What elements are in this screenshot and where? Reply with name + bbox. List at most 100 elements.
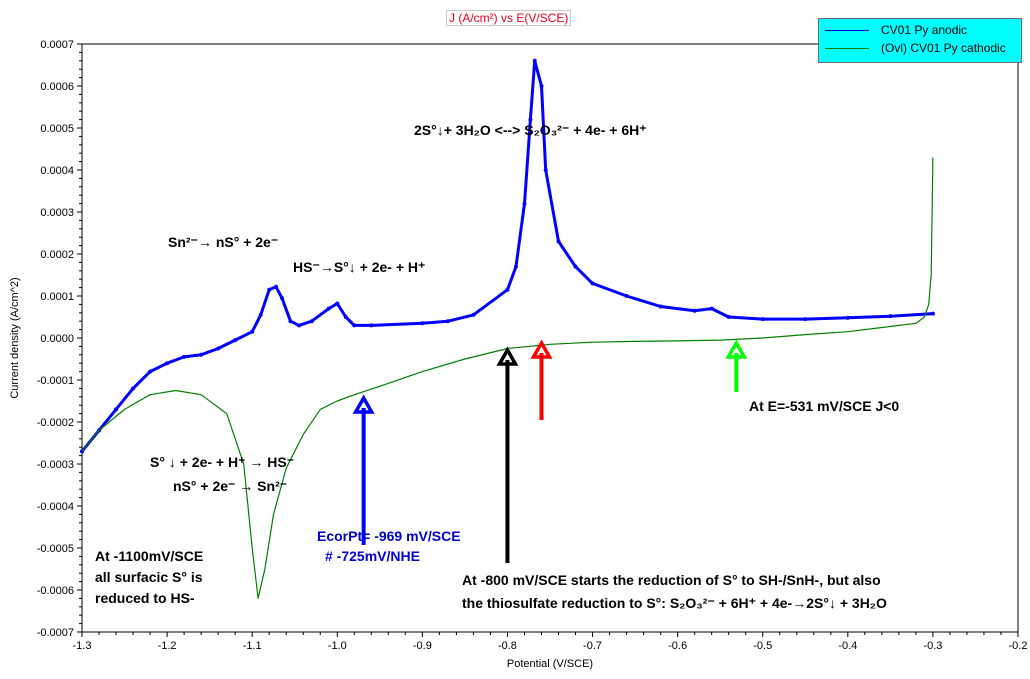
x-tick-label: -0.4 xyxy=(838,640,857,652)
x-axis-label: Potential (V/SCE) xyxy=(507,658,593,670)
data-point-anodic xyxy=(148,369,153,374)
data-point-anodic xyxy=(369,323,374,328)
legend: CV01 Py anodic (Ovl) CV01 Py cathodic xyxy=(818,18,1022,63)
data-point-anodic xyxy=(445,319,450,324)
arrow-head xyxy=(352,394,375,414)
y-tick-label: -0.0004 xyxy=(37,501,74,513)
series-layer xyxy=(80,58,935,599)
annotation-ecorr-line1: EcorPt= -969 mV/SCE xyxy=(317,528,461,544)
annotation-at800-line2: the thiosulfate reduction to S°: S₂O₃²⁻ … xyxy=(462,595,887,611)
data-point-anodic xyxy=(326,306,331,311)
y-tick-label: 0.0005 xyxy=(40,123,74,135)
annotation-reaction-polysulfide: Sn²⁻→ nS° + 2e⁻ xyxy=(168,234,278,250)
annotation-reaction-hs: HS⁻→S°↓ + 2e- + H⁺ xyxy=(293,259,425,275)
annotation-at800-line1: At -800 mV/SCE starts the reduction of S… xyxy=(462,572,881,588)
data-point-anodic xyxy=(803,317,808,322)
x-tick-label: -0.2 xyxy=(1009,640,1028,652)
legend-entry-cathodic: (Ovl) CV01 Py cathodic xyxy=(819,39,1021,57)
annotation-reaction-thiosulfate: 2S°↓+ 3H₂O <--> S₂O₃²⁻ + 4e- + 6H⁺ xyxy=(414,122,647,138)
data-point-anodic xyxy=(233,338,238,343)
data-point-anodic xyxy=(250,329,255,334)
annotation-at1100-line3: reduced to HS- xyxy=(95,590,195,606)
data-point-anodic xyxy=(279,296,284,301)
y-tick-label: -0.0006 xyxy=(37,585,74,597)
annotation-reaction-s-reduction: S° ↓ + 2e- + H⁺ → HS⁻ xyxy=(150,454,294,470)
y-tick-label: -0.0001 xyxy=(37,375,74,387)
data-point-anodic xyxy=(335,301,340,306)
data-point-anodic xyxy=(199,352,204,357)
data-point-anodic xyxy=(216,346,221,351)
data-point-anodic xyxy=(573,264,578,269)
data-point-anodic xyxy=(267,287,272,292)
series-line-cathodic xyxy=(81,157,934,599)
y-tick-label: 0.0006 xyxy=(40,81,74,93)
arrows-layer xyxy=(352,339,748,563)
y-tick-label: 0.0004 xyxy=(40,165,74,177)
x-tick-label: -1.0 xyxy=(328,640,347,652)
data-point-anodic xyxy=(131,386,136,391)
x-tick-label: -0.7 xyxy=(583,640,602,652)
x-tick-label: -1.3 xyxy=(73,640,92,652)
data-point-anodic xyxy=(182,354,187,359)
data-point-anodic xyxy=(709,306,714,311)
data-point-anodic xyxy=(258,312,263,317)
data-point-anodic xyxy=(309,319,314,324)
arrow-head xyxy=(725,339,748,359)
data-point-anodic xyxy=(590,281,595,286)
y-tick-label: -0.0002 xyxy=(37,417,74,429)
data-point-anodic xyxy=(471,312,476,317)
y-tick-label: -0.0007 xyxy=(37,627,74,639)
x-tick-label: -0.8 xyxy=(498,640,517,652)
axes: -1.3 -1.2 -1.1 -1.0 -0.9 -0.8 -0.7 -0.6 -0.5 -0.4… xyxy=(9,39,1027,670)
data-point-anodic xyxy=(543,168,548,172)
arrow-head xyxy=(496,346,519,366)
legend-swatch-anodic xyxy=(825,30,869,31)
y-tick-label: -0.0005 xyxy=(37,543,74,555)
data-point-anodic xyxy=(513,264,518,269)
data-point-anodic xyxy=(930,311,935,316)
series-line-anodic xyxy=(80,59,933,453)
data-point-anodic xyxy=(532,58,537,63)
data-point-anodic xyxy=(296,323,301,328)
y-tick-label: 0.0001 xyxy=(40,291,74,303)
data-point-anodic xyxy=(539,84,544,88)
chart-title: J (A/cm²) vs E(V/SCE) xyxy=(446,10,572,26)
annotations-layer: 2S°↓+ 3H₂O <--> S₂O₃²⁻ + 4e- + 6H⁺ Sn²⁻→ … xyxy=(95,122,899,611)
data-point-anodic xyxy=(845,315,850,320)
data-point-anodic xyxy=(760,317,765,322)
data-point-anodic xyxy=(352,323,357,328)
legend-label-cathodic: (Ovl) CV01 Py cathodic xyxy=(881,41,1006,55)
x-tick-label: -1.2 xyxy=(158,640,177,652)
x-tick-label: -1.1 xyxy=(243,640,262,652)
data-point-anodic xyxy=(726,315,731,319)
legend-entry-anodic: CV01 Py anodic xyxy=(819,21,1021,39)
data-point-anodic xyxy=(114,407,119,412)
data-point-anodic xyxy=(522,201,527,206)
x-tick-label: -0.3 xyxy=(923,640,942,652)
annotation-at531: At E=-531 mV/SCE J<0 xyxy=(749,398,899,414)
data-point-anodic xyxy=(888,314,893,319)
x-tick-label: -0.6 xyxy=(668,640,687,652)
data-point-anodic xyxy=(528,117,533,122)
arrow-head xyxy=(530,339,553,359)
x-tick-label: -0.9 xyxy=(413,640,432,652)
data-point-anodic xyxy=(658,304,663,309)
data-point-anodic xyxy=(165,361,170,366)
data-point-anodic xyxy=(288,319,293,324)
annotation-ecorr-line2: # -725mV/NHE xyxy=(325,548,420,564)
data-point-anodic xyxy=(692,308,697,313)
data-point-anodic xyxy=(624,294,629,298)
legend-label-anodic: CV01 Py anodic xyxy=(881,23,968,37)
x-tick-label: -0.5 xyxy=(753,640,772,652)
data-point-anodic xyxy=(420,321,425,326)
y-tick-label: -0.0003 xyxy=(37,459,74,471)
y-axis-label: Current density (A/cm^2) xyxy=(9,277,21,398)
y-tick-label: 0.0003 xyxy=(40,207,74,219)
data-point-anodic xyxy=(343,315,348,319)
annotation-reaction-ns-reduction: nS° + 2e⁻ → Sn²⁻ xyxy=(173,478,287,494)
y-tick-label: 0.0000 xyxy=(40,333,74,345)
y-tick-label: 0.0002 xyxy=(40,249,74,261)
legend-swatch-cathodic xyxy=(825,48,869,49)
annotation-at1100-line1: At -1100mV/SCE xyxy=(95,548,203,564)
